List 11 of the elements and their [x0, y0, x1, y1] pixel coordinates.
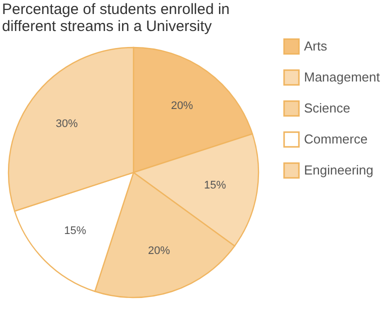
legend-label: Arts	[304, 38, 328, 54]
data-label: 30%	[56, 118, 78, 130]
legend-label: Engineering	[304, 162, 374, 178]
data-label: 20%	[170, 100, 194, 112]
data-label: 15%	[64, 224, 86, 237]
data-label: 20%	[148, 244, 170, 257]
chart-title: Percentage of students enrolled in different streams in a University	[2, 1, 230, 35]
legend-label: Science	[304, 100, 350, 116]
legend-label: Management	[304, 70, 380, 84]
legend-label: Commerce	[304, 132, 368, 146]
data-label: 15%	[204, 179, 226, 192]
